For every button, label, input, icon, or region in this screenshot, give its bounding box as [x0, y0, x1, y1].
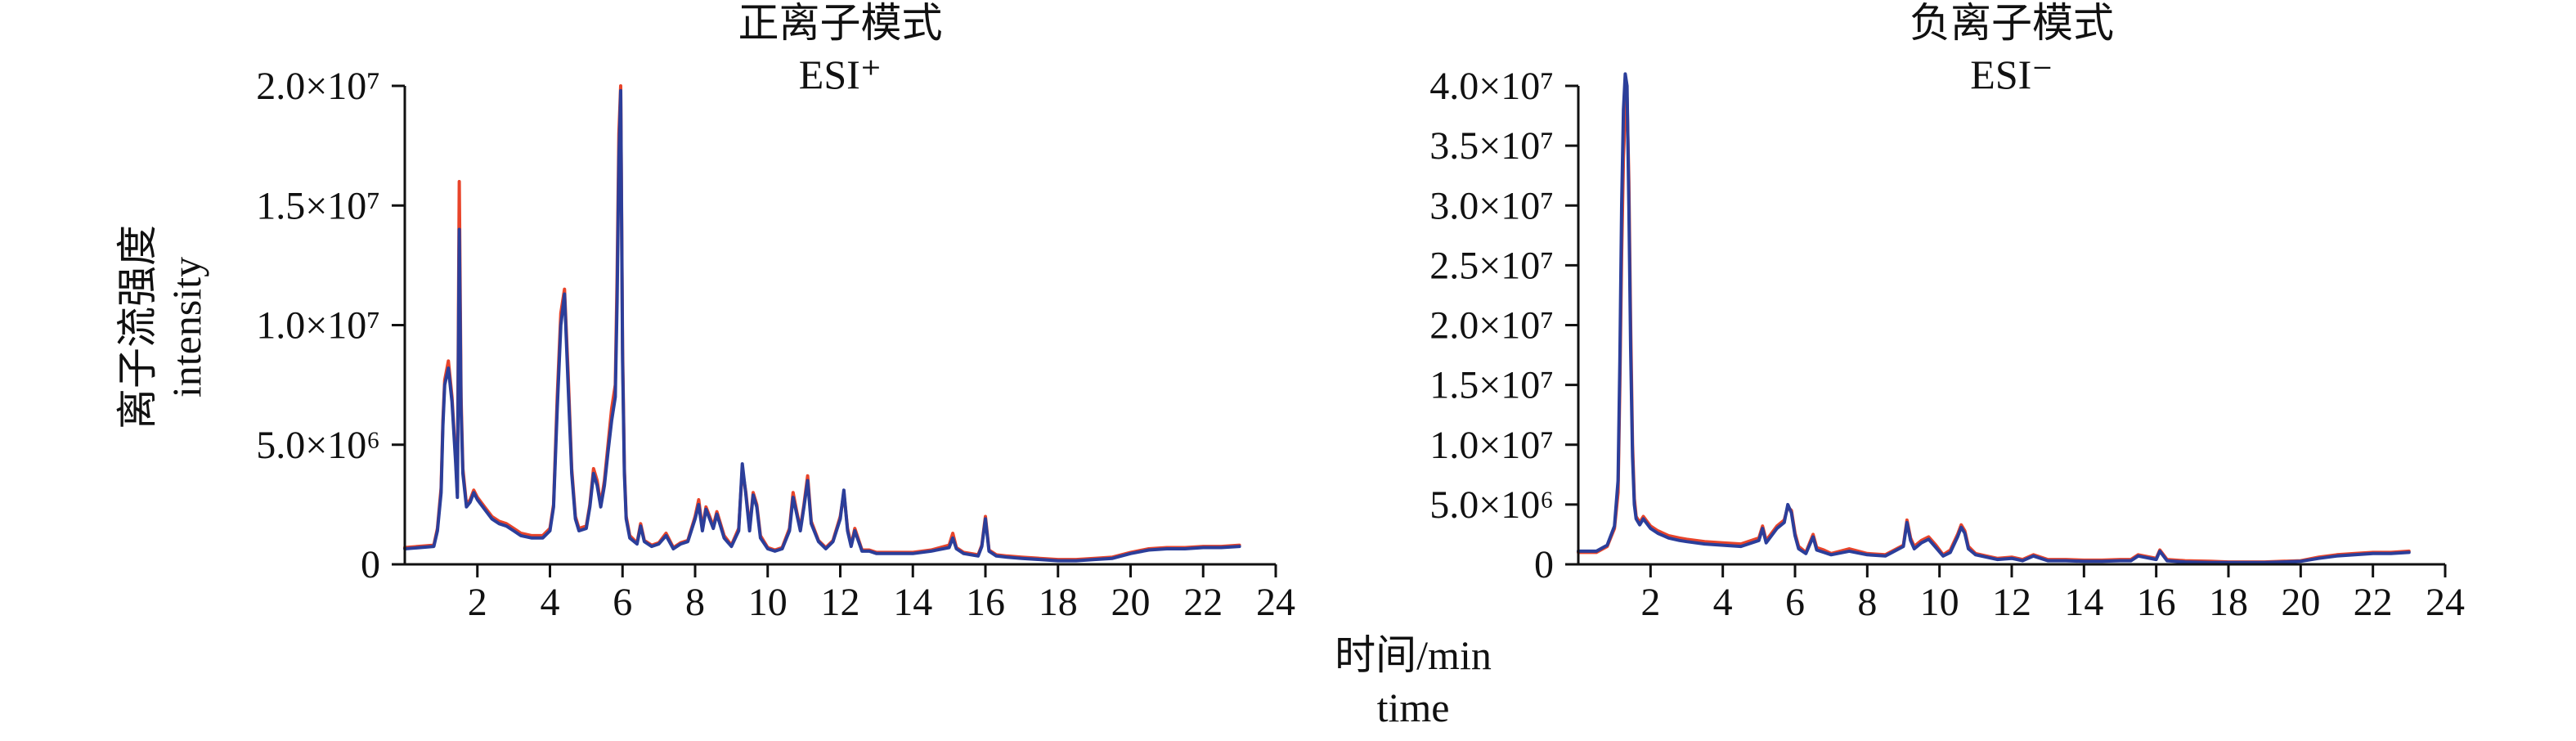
negative-y-tick-label: 3.0×10⁷ — [1429, 184, 1554, 227]
y-axis-label-en: intensity — [164, 257, 209, 397]
negative-x-tick-label: 6 — [1785, 581, 1805, 624]
positive-x-tick-label: 16 — [966, 581, 1005, 624]
positive-x-tick-label: 20 — [1111, 581, 1151, 624]
negative-x-tick-label: 10 — [1920, 581, 1959, 624]
negative-x-tick-label: 16 — [2137, 581, 2176, 624]
x-axis-label-en: time — [1377, 685, 1450, 730]
y-axis-title: 离子流强度 intensity — [114, 225, 209, 429]
negative-chart-subtitle: ESI⁻ — [1970, 52, 2053, 97]
positive-x-tick-label: 12 — [821, 581, 860, 624]
positive-y-tick-label: 1.0×10⁷ — [256, 304, 380, 348]
negative-x-tick-label: 14 — [2064, 581, 2103, 624]
negative-y-tick-label: 2.5×10⁷ — [1429, 244, 1554, 287]
negative-x-tick-label: 18 — [2209, 581, 2248, 624]
negative-y-tick-label: 1.0×10⁷ — [1429, 424, 1554, 467]
positive-series-2-line — [403, 88, 1241, 563]
x-axis-title: 时间/min time — [1335, 632, 1492, 730]
positive-x-tick-label: 14 — [893, 581, 932, 624]
positive-chart-subtitle: ESI⁺ — [799, 52, 882, 97]
positive-y-tick-label: 0 — [361, 543, 380, 586]
positive-x-tick-label: 6 — [613, 581, 632, 624]
positive-x-tick-label: 4 — [541, 581, 560, 624]
positive-y-tick-label: 5.0×10⁶ — [256, 424, 380, 467]
negative-series-2-line — [1577, 72, 2411, 564]
positive-x-tick-label: 18 — [1039, 581, 1078, 624]
positive-chart-title: 正离子模式 — [738, 0, 943, 46]
negative-x-tick-label: 20 — [2281, 581, 2320, 624]
negative-y-tick-label: 1.5×10⁷ — [1429, 364, 1554, 407]
negative-x-tick-label: 2 — [1640, 581, 1660, 624]
negative-x-tick-label: 8 — [1857, 581, 1877, 624]
negative-x-tick-label: 12 — [1992, 581, 2031, 624]
negative-y-tick-label: 4.0×10⁷ — [1429, 65, 1554, 108]
negative-y-tick-label: 0 — [1534, 543, 1554, 586]
negative-series-1-line — [1577, 96, 2411, 564]
positive-y-tick-label: 2.0×10⁷ — [256, 65, 380, 108]
positive-x-tick-label: 2 — [468, 581, 487, 624]
negative-y-tick-label: 2.0×10⁷ — [1429, 304, 1554, 348]
x-axis-label-cn: 时间/min — [1335, 632, 1492, 678]
y-axis-label-cn: 离子流强度 — [114, 225, 160, 429]
negative-y-tick-label: 5.0×10⁶ — [1429, 483, 1554, 527]
positive-series-1-line — [403, 84, 1241, 562]
positive-x-tick-label: 22 — [1183, 581, 1223, 624]
negative-x-tick-label: 24 — [2426, 581, 2465, 624]
negative-chart-title: 负离子模式 — [1910, 0, 2114, 46]
positive-y-tick-label: 1.5×10⁷ — [256, 184, 380, 227]
positive-x-tick-label: 10 — [748, 581, 788, 624]
negative-x-tick-label: 22 — [2354, 581, 2393, 624]
negative-x-tick-label: 4 — [1713, 581, 1733, 624]
positive-x-tick-label: 8 — [685, 581, 705, 624]
positive-x-tick-label: 24 — [1256, 581, 1295, 624]
negative-y-tick-label: 3.5×10⁷ — [1429, 124, 1554, 168]
